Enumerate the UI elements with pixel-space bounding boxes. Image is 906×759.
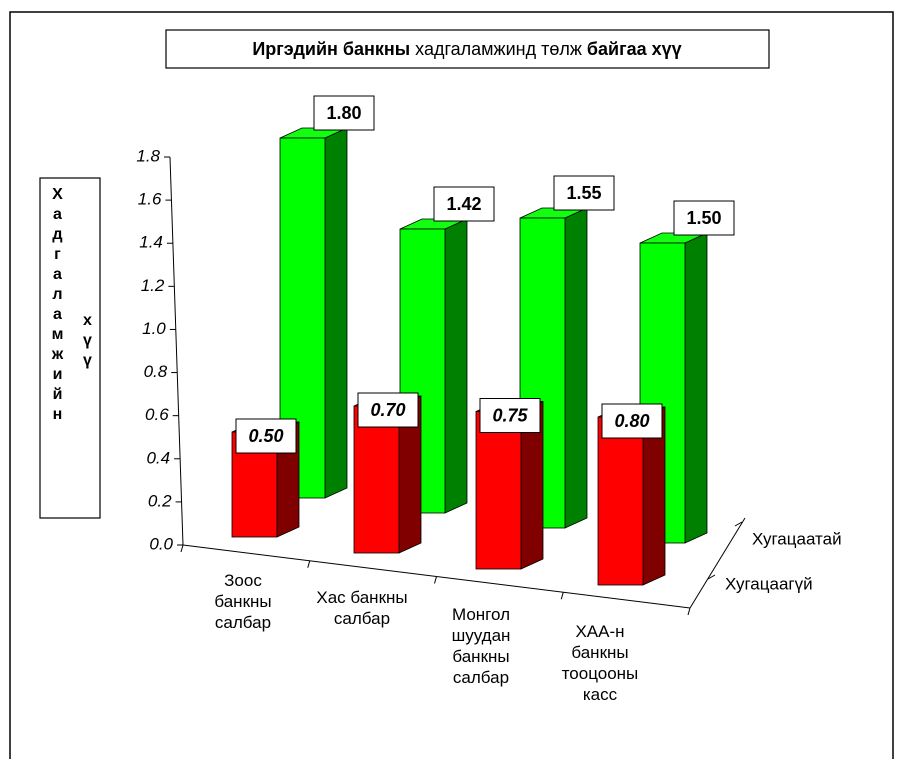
y-tick-label: 1.0 <box>142 319 166 338</box>
value-label-box <box>479 398 541 433</box>
y-tick-label: 1.4 <box>139 233 163 252</box>
value-label-box <box>553 175 615 211</box>
value-label: 0.50 <box>248 426 283 446</box>
value-label-box <box>313 95 375 131</box>
value-label: 1.80 <box>326 103 361 123</box>
x-tick <box>434 576 437 584</box>
x-tick-label: ХАА-н банкны тооцооны касс <box>561 622 639 704</box>
bar-side <box>444 218 468 514</box>
value-label-box <box>673 200 735 236</box>
bar-front <box>353 405 400 554</box>
y-tick-label: 0.6 <box>145 405 169 424</box>
x-tick <box>180 544 184 553</box>
y-tick-label: 0.2 <box>148 491 172 510</box>
x-tick <box>307 560 311 568</box>
value-label: 1.55 <box>566 183 601 203</box>
y-tick-label: 0.0 <box>149 534 173 553</box>
x-tick-label: Зоос банкны салбар <box>214 571 272 632</box>
bar-side <box>684 232 708 544</box>
bar-side <box>324 127 348 499</box>
value-label-box <box>601 403 663 439</box>
chart-border <box>9 11 894 759</box>
title-part: байгаа хүү <box>587 39 682 59</box>
bar <box>597 406 666 586</box>
x-tick <box>560 592 564 600</box>
ylabel-part: хүү <box>79 312 96 372</box>
value-label: 0.75 <box>492 405 528 425</box>
y-tick-label: 0.4 <box>146 448 170 467</box>
value-label-box <box>433 186 495 222</box>
value-label-box <box>235 418 297 454</box>
x-tick-label: Монгол шуудан банкны салбар <box>451 605 511 687</box>
value-label-box <box>357 392 419 428</box>
x-tick <box>687 607 691 616</box>
bar <box>475 400 544 570</box>
legend-label: Хугацаатай <box>752 529 842 548</box>
y-tick-label: 0.8 <box>144 362 168 381</box>
bar-side <box>564 207 588 529</box>
y-tick-label: 1.8 <box>136 146 160 165</box>
chart-title: Иргэдийн банкны хадгаламжинд төлж байгаа… <box>252 39 681 59</box>
value-label: 0.70 <box>370 400 405 420</box>
x-tick-label: Хас банкны салбар <box>316 588 408 628</box>
title-part: хадгаламжинд төлж <box>415 39 582 59</box>
depth-tick <box>707 574 716 580</box>
y-axis-line <box>169 156 184 546</box>
value-label: 1.50 <box>686 208 721 228</box>
bar <box>519 207 588 529</box>
ylabel-part: Хадгаламжийн <box>49 186 66 426</box>
bar-front <box>475 411 522 570</box>
y-tick-label: 1.2 <box>141 276 165 295</box>
depth-axis-line <box>689 517 746 609</box>
depth-tick <box>734 521 743 527</box>
ylabel-box <box>39 177 101 519</box>
title-box <box>165 29 770 69</box>
title-part: Иргэдийн банкны <box>252 39 410 59</box>
legend-label: Хугацаагүй <box>725 574 813 593</box>
value-label: 1.42 <box>446 194 481 214</box>
value-label: 0.80 <box>614 411 649 431</box>
bar-front <box>597 416 644 586</box>
y-tick-label: 1.6 <box>138 190 162 209</box>
